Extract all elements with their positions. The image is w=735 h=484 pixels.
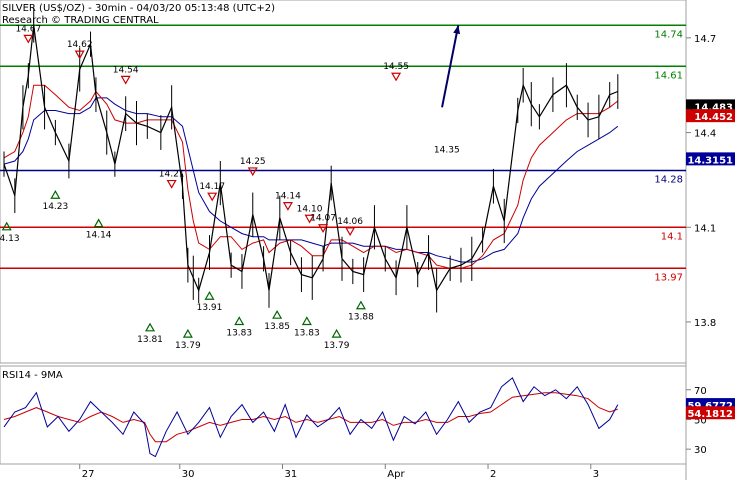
rsi-series (3, 377, 619, 458)
swing-low-label: 13.79 (324, 341, 350, 351)
swing-high-label: 14.67 (15, 24, 41, 34)
swing-low-marker (144, 322, 156, 332)
swing-low-marker (234, 316, 245, 326)
swing-high-marker (345, 227, 356, 237)
price-badge: 14.452 (686, 109, 735, 123)
swing-high-label: 14.07 (310, 214, 336, 224)
rsi-y-tick-label: 50 (694, 415, 707, 426)
swing-low-marker (272, 309, 283, 319)
swing-low-marker (331, 328, 342, 338)
price-badge-label: 14.483 (694, 102, 733, 113)
swing-high-label: 14.25 (240, 157, 266, 167)
price-series (3, 25, 619, 293)
swing-low-marker (1, 221, 12, 231)
swing-low-marker (50, 190, 61, 199)
chart-subtitle: Research © TRADING CENTRAL (2, 15, 159, 26)
projection-arrow-line (441, 25, 460, 108)
swing-low-label: 14.23 (42, 202, 68, 212)
swing-high-marker (247, 167, 258, 177)
level-label: 13.97 (654, 272, 683, 283)
swing-high-marker (166, 179, 177, 189)
ema-slow-series (3, 97, 619, 263)
rsi-title: RSI14 - 9MA (2, 370, 63, 381)
y-tick-label: 14.7 (694, 34, 716, 45)
swing-low-marker (93, 218, 104, 228)
level-label: 14.61 (654, 70, 683, 81)
rsi-badge-label: 54.1812 (687, 409, 733, 420)
swing-low-label: 13.85 (264, 322, 290, 332)
price-badge: 14.483 (686, 99, 735, 113)
swing-low-marker (204, 291, 215, 300)
swing-low-marker (301, 316, 312, 326)
x-tick-label: 30 (182, 469, 195, 480)
swing-low-label: 13.91 (197, 303, 223, 313)
swing-high-marker (74, 50, 85, 60)
rsi-badge-box (686, 406, 735, 420)
price-badge-box (686, 109, 735, 123)
swing-low-label: 13.83 (294, 328, 320, 338)
swing-high-label: 14.62 (67, 40, 93, 50)
chart-title: SILVER (US$/OZ) - 30min - 04/03/20 05:13… (2, 3, 275, 14)
level-label: 14.1 (661, 231, 683, 242)
x-tick-label: 2 (490, 469, 496, 480)
level-label: 14.28 (654, 174, 683, 185)
swing-high-marker (304, 214, 315, 224)
price-badge-label: 14.452 (694, 112, 733, 123)
swing-high-marker (391, 72, 402, 82)
swing-low-label: 14.14 (86, 231, 112, 241)
y-tick-label: 13.8 (694, 318, 716, 329)
swing-low-label: 13.79 (175, 341, 201, 351)
price-badge-box (686, 152, 735, 166)
x-tick-label: 3 (593, 469, 599, 480)
swing-low-label: 13.83 (226, 328, 252, 338)
price-badge: 14.3151 (686, 152, 735, 166)
swing-low-label: 13.88 (348, 313, 374, 323)
swing-high-marker (23, 34, 34, 44)
swing-high-label: 14.14 (275, 192, 301, 202)
y-tick-label: 14.1 (694, 223, 716, 234)
swing-low-label: 13.81 (137, 335, 163, 345)
swing-high-marker (120, 75, 131, 85)
rsi-panel-frame (0, 365, 687, 465)
swing-high-label: 14.21 (159, 170, 185, 180)
rsi-ma-series (3, 392, 618, 443)
swing-high-label: 14.06 (337, 217, 363, 227)
price-badge-label: 14.3151 (687, 155, 733, 166)
swing-high-label: 14.55 (383, 62, 409, 72)
rsi-badge: 54.1812 (686, 406, 735, 420)
price-panel-frame (0, 0, 687, 364)
x-tick-label: 27 (82, 469, 95, 480)
rsi-y-tick-label: 70 (694, 386, 707, 397)
level-label: 14.74 (654, 29, 683, 40)
swing-high-label: 14.10 (297, 204, 323, 214)
x-tick-label: Apr (387, 469, 405, 480)
swing-high-marker (207, 192, 218, 202)
swing-low-marker (355, 300, 366, 310)
projection-arrow-head (453, 25, 461, 35)
y-tick-label: 14.4 (694, 129, 716, 140)
swing-high-label: 14.54 (113, 65, 139, 75)
swing-high-marker (318, 224, 329, 233)
swing-high-marker (282, 202, 293, 211)
ema-fast-series (3, 84, 619, 269)
rsi-y-tick-label: 30 (694, 445, 707, 456)
swing-low-marker (182, 328, 193, 338)
swing-high-label: 14.17 (199, 182, 225, 192)
level-marker-label: 14.35 (434, 145, 460, 155)
swing-low-label: 14.13 (0, 234, 20, 244)
price-badge-box (686, 99, 735, 113)
x-tick-label: 31 (285, 469, 298, 480)
